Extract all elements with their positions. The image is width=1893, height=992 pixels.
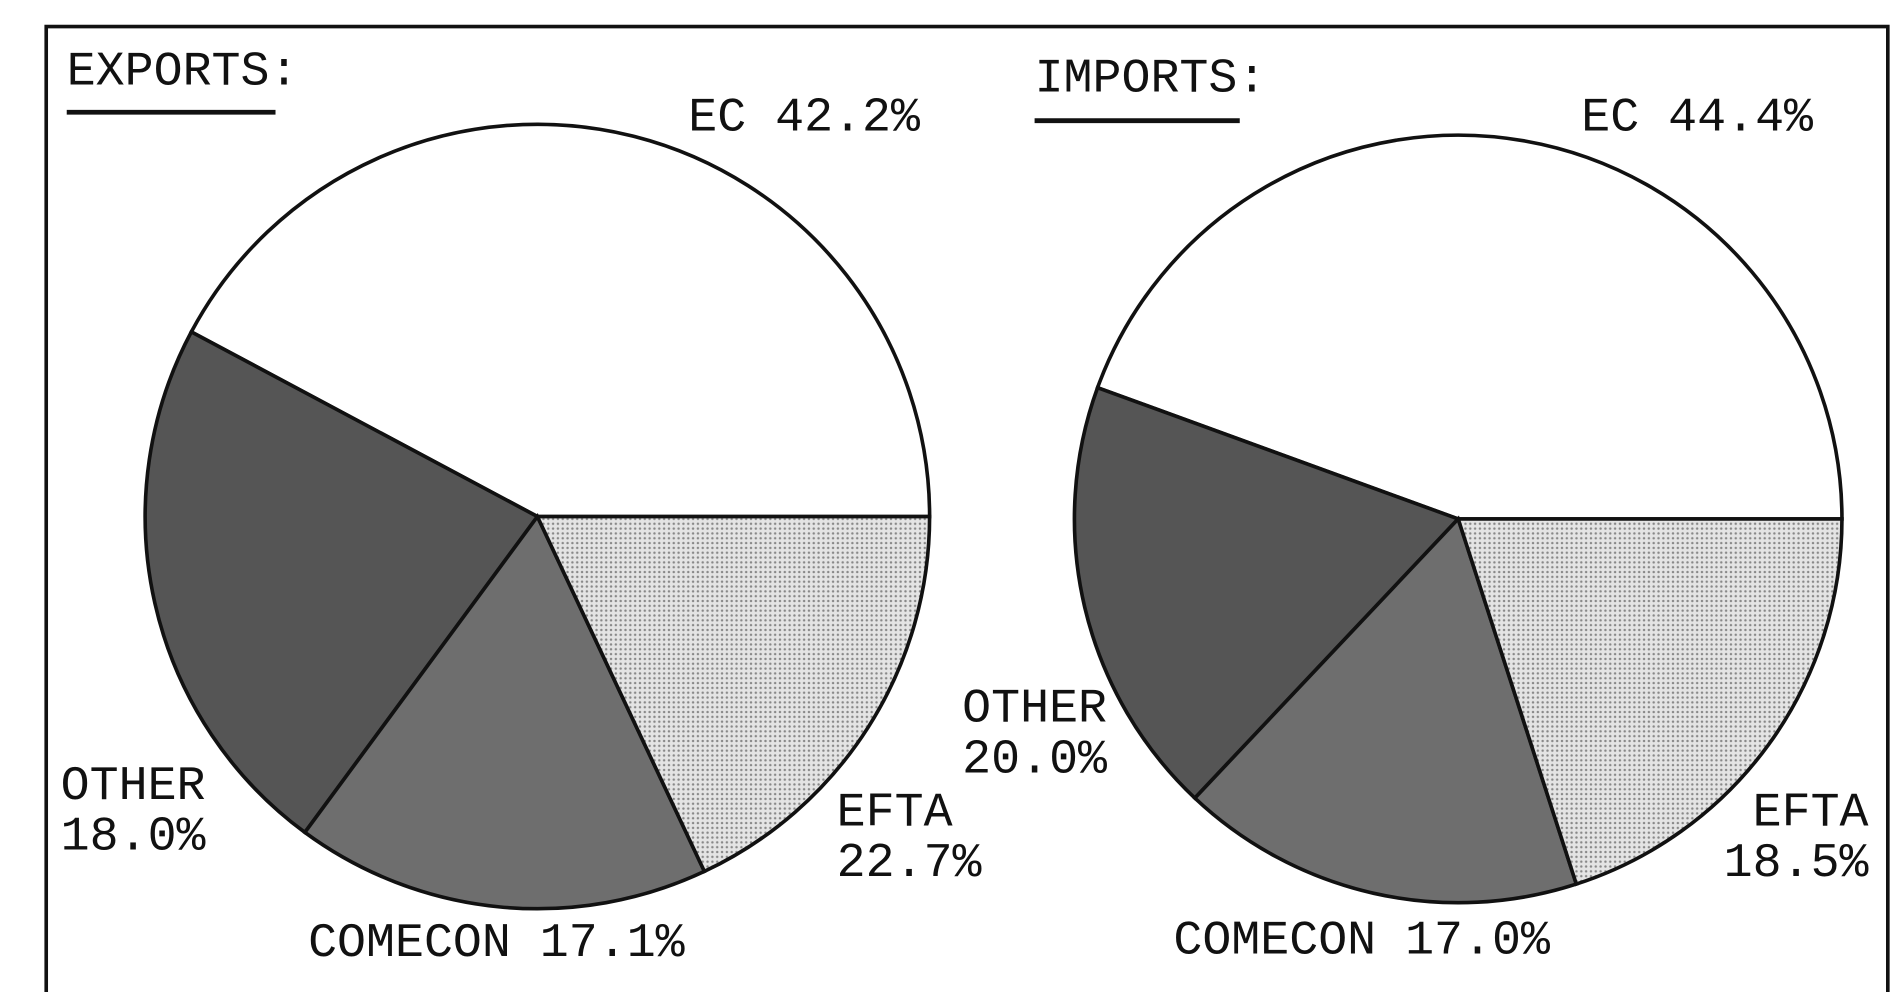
slice-label: EC 42.2%	[688, 91, 920, 145]
slice-label: EFTA 18.5%	[1724, 786, 1869, 891]
pie-slice	[534, 514, 932, 874]
pie-slice	[302, 512, 707, 911]
pie-slice	[1455, 517, 1844, 887]
category-label: OTHER	[61, 760, 206, 814]
slice-label: EFTA 22.7%	[837, 786, 982, 891]
chart-title: IMPORTS:	[1035, 53, 1267, 107]
category-label: COMECON	[308, 917, 511, 971]
chart-title: EXPORTS:	[67, 45, 299, 99]
slice-label: OTHER 18.0%	[61, 760, 206, 865]
pie-slice	[1095, 133, 1844, 521]
frame	[44, 24, 1890, 992]
slice-label: COMECON 17.0%	[1173, 914, 1550, 968]
pie-slice	[1072, 385, 1462, 801]
category-label: EC	[1581, 91, 1639, 145]
slice-label: COMECON 17.1%	[308, 917, 685, 971]
value-label: 18.0%	[61, 811, 206, 865]
value-label: 22.7%	[837, 837, 982, 891]
category-label: EC	[688, 91, 746, 145]
slice-label: EC 44.4%	[1581, 91, 1813, 145]
pie-slice	[143, 329, 541, 835]
slice-label: OTHER 20.0%	[962, 683, 1107, 788]
value-label: 17.1%	[540, 917, 685, 971]
category-label: EFTA	[1753, 786, 1869, 840]
value-label: 20.0%	[962, 733, 1107, 787]
category-label: EFTA	[837, 786, 953, 840]
value-label: 44.4%	[1668, 91, 1813, 145]
value-label: 17.0%	[1405, 914, 1550, 968]
pie-slice	[188, 122, 932, 519]
value-label: 18.5%	[1724, 837, 1869, 891]
value-label: 42.2%	[775, 91, 920, 145]
pie-slice	[1192, 515, 1579, 905]
category-label: COMECON	[1173, 914, 1376, 968]
category-label: OTHER	[962, 683, 1107, 737]
